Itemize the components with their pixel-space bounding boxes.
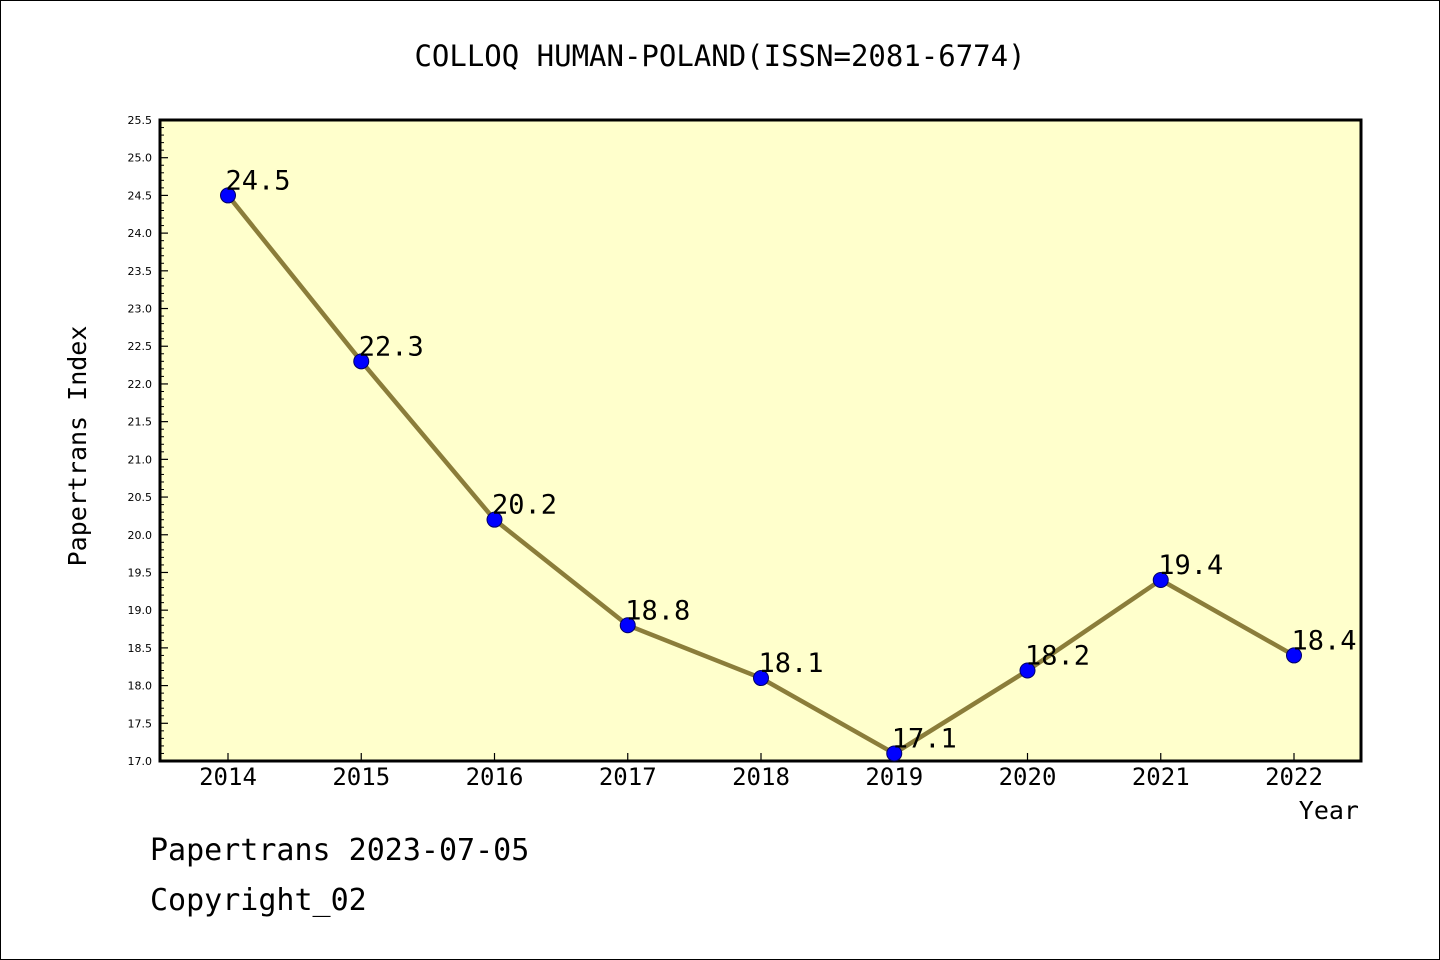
x-tick-label: 2015	[332, 763, 390, 791]
x-tick-label: 2014	[199, 763, 257, 791]
x-tick-label: 2019	[865, 763, 923, 791]
y-tick-label: 19.0	[128, 604, 153, 617]
y-tick-label: 21.5	[128, 416, 153, 429]
data-point	[753, 670, 769, 687]
data-point	[619, 617, 636, 634]
x-tick-label: 2016	[466, 763, 524, 791]
data-labels: 24.5 22.3 20.2 18.8 18.1 17.1 18.2 19.4 18.4	[225, 165, 1356, 754]
data-point	[1286, 647, 1302, 664]
data-label: 24.5	[225, 165, 290, 196]
x-tick-label: 2018	[732, 763, 790, 791]
data-label: 22.3	[359, 331, 424, 362]
y-tick-label: 25.5	[128, 114, 153, 127]
data-point	[220, 187, 236, 204]
data-point	[1152, 572, 1169, 589]
data-label: 19.4	[1158, 550, 1223, 581]
y-tick-label: 17.5	[128, 717, 153, 730]
footer-date-text: Papertrans 2023-07-05	[150, 833, 530, 868]
footer-copyright-text: Copyright_02	[150, 883, 367, 918]
y-tick-label: 22.0	[128, 378, 153, 391]
y-tick-label: 23.5	[128, 265, 153, 278]
data-label: 20.2	[492, 490, 557, 521]
y-tick-label: 19.5	[128, 566, 153, 579]
y-tick-label: 18.0	[128, 680, 153, 693]
y-tick-label: 20.0	[128, 529, 153, 542]
y-tick-label: 22.5	[128, 340, 153, 353]
y-tick-label: 23.0	[128, 303, 153, 316]
data-label: 17.1	[892, 723, 957, 754]
x-tick-label: 2021	[1132, 763, 1190, 791]
x-tick-label: 2017	[599, 763, 657, 791]
data-point	[353, 353, 370, 370]
y-tick-label: 24.5	[128, 189, 153, 202]
data-label: 18.4	[1291, 625, 1356, 656]
y-tick-label: 17.0	[128, 755, 153, 768]
plot-area	[158, 118, 1363, 763]
chart-title: COLLOQ HUMAN-POLAND(ISSN=2081-6774)	[414, 39, 1025, 73]
y-axis-ticks: 17.0 17.5 18.0 18.5 19.0 19.5 20.0 20.5 21.0 21.5…	[128, 114, 168, 768]
x-axis-ticks: 2014 2015 2016 2017 2018 2019 2020 2021 2022	[199, 753, 1323, 791]
y-tick-label: 20.5	[128, 491, 153, 504]
y-axis-label: Papertrans Index	[63, 326, 92, 567]
data-point	[486, 511, 503, 528]
data-label: 18.1	[758, 648, 823, 679]
y-tick-label: 24.0	[128, 227, 153, 240]
x-tick-label: 2020	[999, 763, 1057, 791]
y-tick-label: 21.0	[128, 453, 153, 466]
data-points	[220, 187, 1302, 762]
x-axis-label: Year	[1299, 796, 1359, 825]
data-point	[1019, 662, 1036, 679]
data-label: 18.8	[625, 595, 690, 626]
data-point	[886, 745, 903, 762]
x-tick-label: 2022	[1265, 763, 1323, 791]
y-tick-label: 18.5	[128, 642, 153, 655]
y-tick-label: 25.0	[128, 152, 153, 165]
data-label: 18.2	[1025, 641, 1090, 672]
